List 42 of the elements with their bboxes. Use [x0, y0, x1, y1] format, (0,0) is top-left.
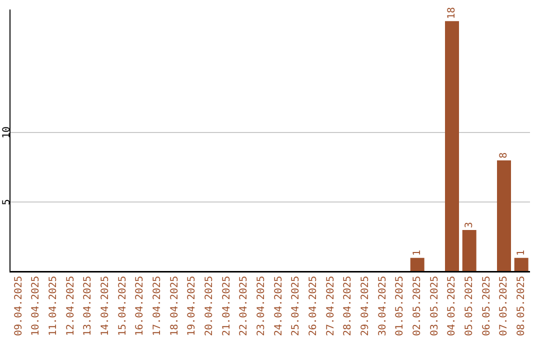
- x-tick-label: 15.04.2025: [117, 276, 128, 336]
- data-label: 8: [498, 152, 510, 158]
- x-tick-label: 23.04.2025: [256, 276, 267, 336]
- x-tick-label: 27.04.2025: [325, 276, 336, 336]
- x-tick-label: 16.04.2025: [134, 276, 146, 336]
- x-tick-label: 04.05.2025: [446, 276, 458, 336]
- x-tick-label: 09.04.2025: [13, 276, 24, 336]
- data-label: 18: [446, 7, 458, 20]
- y-tick-label: 5: [2, 199, 13, 206]
- x-tick-label: 18.04.2025: [169, 276, 180, 336]
- bar: [514, 258, 528, 272]
- x-tick-label: 11.04.2025: [48, 276, 59, 336]
- x-tick-label: 24.04.2025: [273, 276, 284, 336]
- bar: [410, 258, 424, 272]
- x-tick-label: 26.04.2025: [308, 276, 319, 336]
- x-tick-label: 01.05.2025: [394, 276, 406, 336]
- x-tick-label: 20.04.2025: [204, 276, 215, 336]
- x-tick-label: 13.04.2025: [82, 276, 94, 336]
- x-tick-label: 29.04.2025: [360, 276, 371, 336]
- x-tick-label: 10.04.2025: [30, 276, 42, 336]
- x-tick-label: 12.04.2025: [65, 276, 76, 336]
- data-label: 3: [464, 222, 475, 228]
- x-tick-label: 08.05.2025: [516, 276, 527, 336]
- y-tick-label: 10: [2, 126, 13, 139]
- x-tick-label: 28.04.2025: [342, 276, 354, 336]
- x-tick-label: 19.04.2025: [186, 276, 198, 336]
- x-tick-label: 03.05.2025: [429, 276, 440, 336]
- x-tick-label: 02.05.2025: [412, 276, 423, 336]
- bar: [497, 160, 511, 272]
- x-tick-label: 14.04.2025: [100, 276, 111, 336]
- bar: [462, 230, 476, 272]
- data-label: 1: [412, 250, 423, 256]
- x-tick-label: 30.04.2025: [377, 276, 388, 336]
- x-tick-label: 25.04.2025: [290, 276, 302, 336]
- x-tick-label: 07.05.2025: [498, 276, 510, 336]
- x-tick-label: 22.04.2025: [238, 276, 250, 336]
- x-tick-label: 17.04.2025: [152, 276, 163, 336]
- x-tick-label: 21.04.2025: [221, 276, 232, 336]
- x-tick-label: 05.05.2025: [464, 276, 475, 336]
- bar: [445, 21, 459, 272]
- data-label: 1: [516, 250, 527, 256]
- x-tick-label: 06.05.2025: [481, 276, 492, 336]
